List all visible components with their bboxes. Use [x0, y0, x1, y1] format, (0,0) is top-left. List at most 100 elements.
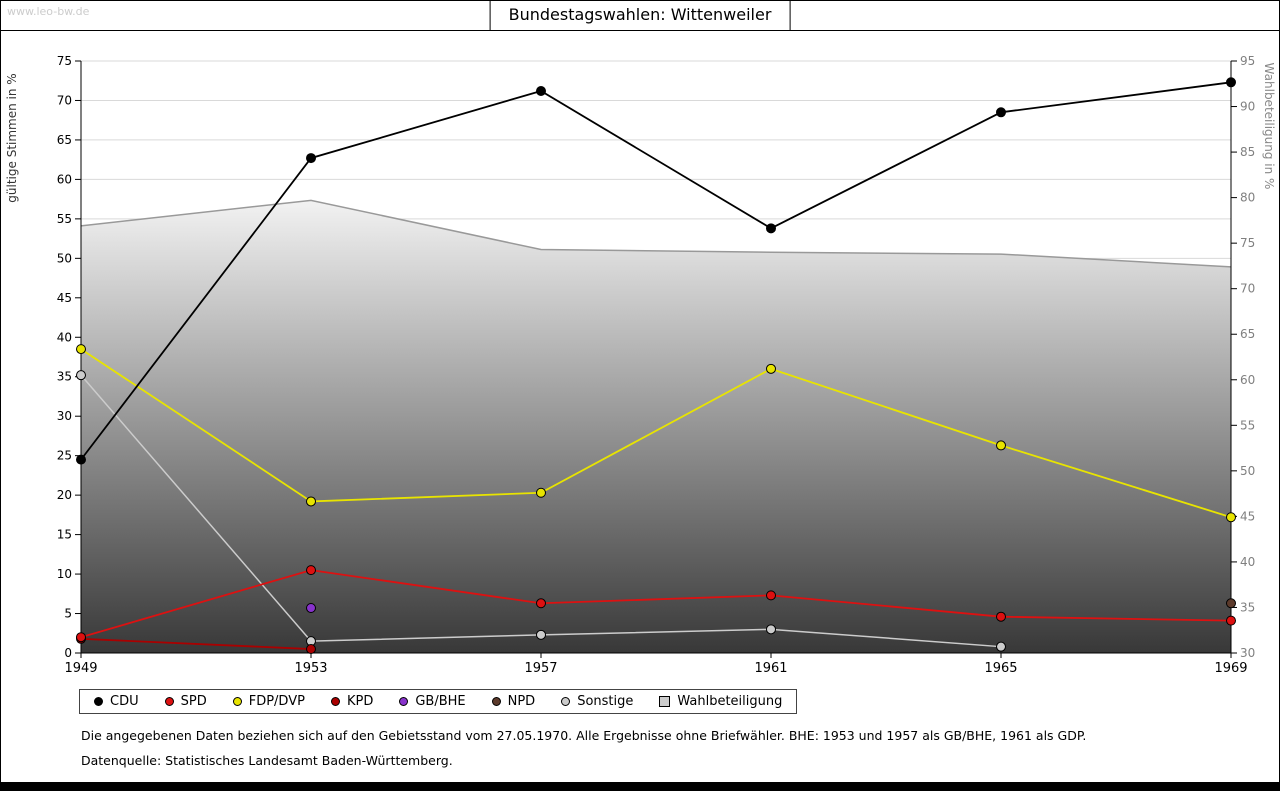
marker-fdp-dvp-1965	[996, 440, 1006, 451]
svg-text:75: 75	[57, 54, 72, 68]
marker-npd-1969	[1226, 598, 1236, 609]
left-axis-title: gültige Stimmen in %	[5, 73, 19, 202]
svg-text:55: 55	[57, 212, 72, 226]
footnote-datenquelle: Datenquelle: Statistisches Landesamt Bad…	[81, 753, 453, 768]
svg-text:75: 75	[1240, 236, 1255, 250]
title-box: Bundestagswahlen: Wittenweiler	[489, 1, 791, 31]
legend-label: CDU	[110, 694, 139, 709]
marker-sonstige-1949	[76, 370, 86, 381]
marker-spd-1961	[766, 590, 776, 601]
legend-circle-marker	[94, 697, 103, 706]
svg-text:90: 90	[1240, 100, 1255, 114]
marker-cdu-1953	[306, 153, 316, 164]
legend-item-spd: SPD	[164, 694, 207, 709]
right-axis-title: Wahlbeteiligung in %	[1262, 63, 1276, 190]
header: www.leo-bw.de Bundestagswahlen: Wittenwe…	[1, 1, 1279, 31]
marker-fdp-dvp-1953	[306, 496, 316, 507]
svg-text:1957: 1957	[524, 661, 557, 676]
legend-label: NPD	[507, 694, 536, 709]
legend-item-fdp-dvp: FDP/DVP	[232, 694, 305, 709]
legend-label: Wahlbeteiligung	[677, 694, 783, 709]
svg-text:95: 95	[1240, 54, 1255, 68]
svg-text:0: 0	[64, 646, 72, 660]
series-spd	[76, 565, 1236, 643]
marker-cdu-1949	[76, 454, 86, 465]
marker-sonstige-1961	[766, 624, 776, 635]
marker-spd-1965	[996, 611, 1006, 622]
svg-text:30: 30	[57, 409, 72, 423]
legend-circle-marker	[232, 697, 242, 706]
svg-text:10: 10	[57, 567, 72, 581]
svg-text:30: 30	[1240, 646, 1255, 660]
marker-spd-1953	[306, 565, 316, 576]
legend-item-gb-bhe: GB/BHE	[399, 694, 466, 709]
svg-text:50: 50	[1240, 464, 1255, 478]
svg-text:45: 45	[1240, 509, 1255, 523]
svg-text:80: 80	[1240, 191, 1255, 205]
svg-text:35: 35	[57, 370, 72, 384]
svg-text:1949: 1949	[64, 661, 97, 676]
marker-cdu-1969	[1226, 77, 1236, 88]
svg-text:35: 35	[1240, 600, 1255, 614]
marker-fdp-dvp-1969	[1226, 512, 1236, 523]
series-gb-bhe	[306, 603, 316, 614]
marker-fdp-dvp-1949	[76, 344, 86, 355]
legend-item-kpd: KPD	[330, 694, 374, 709]
marker-sonstige-1965	[996, 641, 1006, 652]
legend-label: GB/BHE	[415, 694, 466, 709]
wahlbeteiligung-area	[81, 200, 1231, 653]
svg-text:50: 50	[57, 251, 72, 265]
svg-text:40: 40	[57, 330, 72, 344]
svg-text:1961: 1961	[754, 661, 787, 676]
svg-text:70: 70	[1240, 282, 1255, 296]
marker-kpd-1953	[306, 644, 316, 655]
legend-circle-marker	[330, 697, 340, 706]
marker-gb-bhe-1953	[306, 603, 316, 614]
marker-spd-1957	[536, 598, 546, 609]
legend-item-npd: NPD	[491, 694, 536, 709]
legend-label: Sonstige	[577, 694, 634, 709]
marker-sonstige-1957	[536, 629, 546, 640]
legend-item-sonstige: Sonstige	[561, 694, 633, 709]
series-fdp-dvp	[76, 344, 1236, 523]
svg-text:40: 40	[1240, 555, 1255, 569]
axis-ticks: 0 5 10 15 20 25 30 35 40 45 50 55 60 65 70 75 30 35 40 45 50…	[57, 54, 1256, 676]
svg-text:60: 60	[1240, 373, 1255, 387]
marker-cdu-1957	[536, 85, 546, 96]
legend-circle-marker	[561, 697, 571, 706]
series-sonstige	[76, 370, 1006, 652]
legend-circle-marker	[164, 697, 174, 706]
watermark: www.leo-bw.de	[7, 5, 90, 18]
svg-text:1953: 1953	[294, 661, 327, 676]
svg-text:55: 55	[1240, 418, 1255, 432]
svg-text:60: 60	[57, 172, 72, 186]
svg-text:5: 5	[64, 607, 72, 621]
svg-text:85: 85	[1240, 145, 1255, 159]
series-npd	[1226, 598, 1236, 609]
marker-cdu-1965	[996, 107, 1006, 118]
legend-square-marker	[659, 696, 671, 707]
marker-spd-1969	[1226, 615, 1236, 626]
bottom-bar	[1, 782, 1279, 790]
svg-text:1965: 1965	[984, 661, 1017, 676]
series-cdu	[76, 77, 1236, 465]
svg-text:70: 70	[57, 93, 72, 107]
marker-cdu-1961	[766, 223, 776, 234]
legend-label: FDP/DVP	[248, 694, 305, 709]
chart-title: Bundestagswahlen: Wittenweiler	[508, 5, 772, 24]
legend-circle-marker	[399, 697, 409, 706]
svg-text:20: 20	[57, 488, 72, 502]
legend-item-wahlbeteiligung: Wahlbeteiligung	[659, 694, 782, 709]
footnote-gebietsstand: Die angegebenen Daten beziehen sich auf …	[81, 728, 1087, 743]
marker-fdp-dvp-1957	[536, 487, 546, 498]
svg-text:15: 15	[57, 528, 72, 542]
svg-text:45: 45	[57, 291, 72, 305]
svg-text:65: 65	[1240, 327, 1255, 341]
legend-item-cdu: CDU	[94, 694, 139, 709]
wahlbeteiligung-line	[80, 199, 1232, 268]
svg-text:1969: 1969	[1214, 661, 1247, 676]
svg-text:65: 65	[57, 133, 72, 147]
legend-label: KPD	[346, 694, 374, 709]
svg-text:25: 25	[57, 449, 72, 463]
